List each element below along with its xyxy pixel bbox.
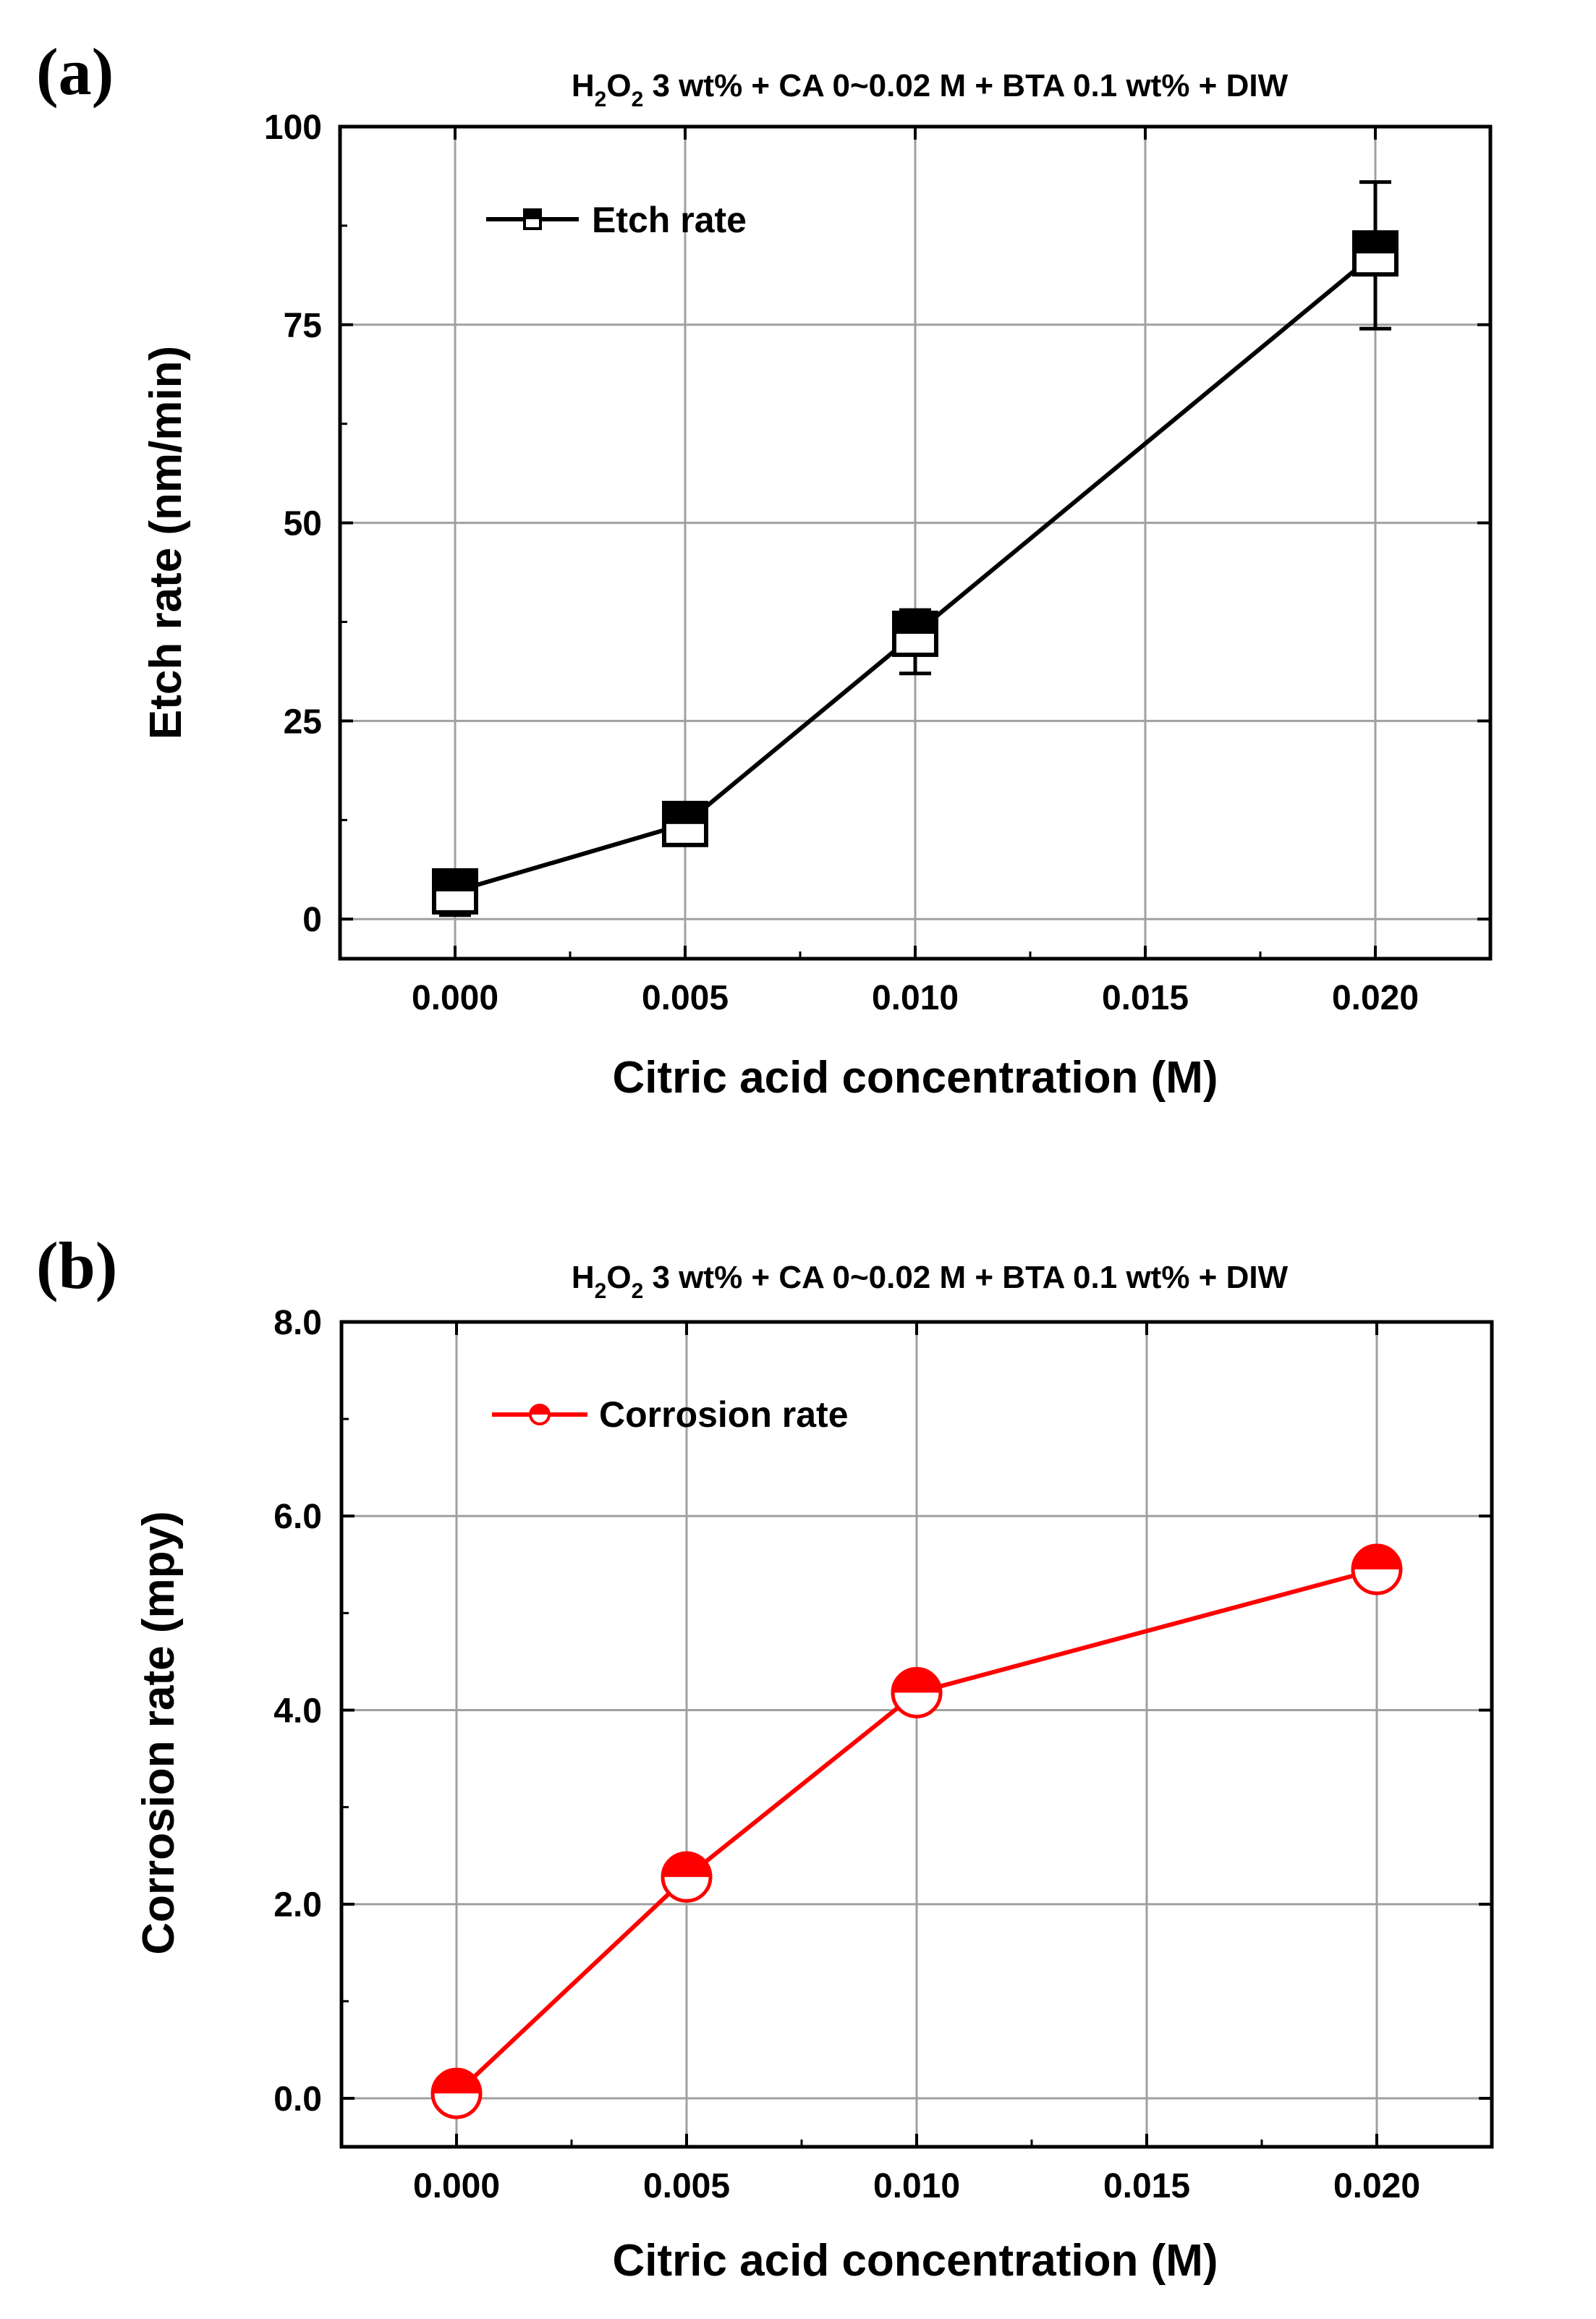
legend-marker-b: [529, 1404, 551, 1425]
panel-b: (b) H2O2 3 wt% + CA 0~0.02 M + BTA 0.1 w…: [36, 1229, 1494, 2286]
data-point-fill: [1354, 232, 1396, 254]
y-tick-label: 0.0: [273, 2080, 322, 2119]
x-tick-label: 0.020: [1333, 2167, 1420, 2205]
y-tick-label: 4.0: [273, 1692, 322, 1730]
y-tick-label: 6.0: [273, 1498, 322, 1536]
series-line: [454, 251, 1377, 894]
panel-a: (a) H2O2 3 wt% + CA 0~0.02 M + BTA 0.1 w…: [36, 35, 1493, 1103]
y-tick-label: 2.0: [273, 1886, 322, 1925]
data-point-fill: [434, 870, 476, 891]
data-point-fill: [893, 1669, 941, 1693]
x-tick-label: 0.005: [642, 979, 729, 1017]
data-point-fill: [433, 2069, 480, 2094]
x-tick-label: 0.015: [1103, 2167, 1190, 2205]
series-corrosion-rate: [430, 1543, 1403, 2119]
axis-ticks-b: 0.000 0.005 0.010 0.015 0.020 0.0 2.0 4.0 6.0 8.0: [273, 1304, 1492, 2205]
series-line: [454, 1567, 1378, 2095]
y-tick-label: 75: [284, 307, 322, 345]
x-tick-label: 0.005: [643, 2167, 730, 2205]
y-tick-label: 8.0: [273, 1304, 322, 1342]
chart-title-a: H2O2 3 wt% + CA 0~0.02 M + BTA 0.1 wt% +…: [572, 68, 1289, 111]
x-tick-label: 0.000: [413, 2167, 500, 2205]
y-tick-label: 50: [284, 505, 322, 543]
legend-label-a: Etch rate: [592, 200, 747, 240]
data-point-fill: [664, 802, 706, 824]
data-point-fill: [1353, 1546, 1401, 1569]
grid-a: [340, 125, 1490, 959]
legend-marker-a: [523, 208, 542, 230]
y-axis-label-b: Corrosion rate (mpy): [134, 1511, 184, 1954]
x-tick-label: 0.000: [412, 979, 498, 1017]
panel-label-b: (b): [36, 1229, 117, 1302]
x-tick-label: 0.010: [872, 979, 959, 1017]
panel-label-a: (a): [36, 35, 114, 109]
x-axis-label-a: Citric acid concentration (M): [612, 1053, 1218, 1103]
x-axis-label-b: Citric acid concentration (M): [612, 2236, 1218, 2286]
chart-title-b: H2O2 3 wt% + CA 0~0.02 M + BTA 0.1 wt% +…: [572, 1260, 1289, 1303]
y-axis-label-a: Etch rate (nm/min): [141, 346, 191, 739]
series-etch-rate: [432, 180, 1398, 917]
x-tick-label: 0.015: [1102, 979, 1189, 1017]
legend-label-b: Corrosion rate: [599, 1394, 849, 1435]
legend-b: Corrosion rate: [492, 1394, 849, 1435]
data-point-fill: [894, 612, 936, 634]
x-tick-label: 0.010: [873, 2167, 960, 2205]
x-tick-label: 0.020: [1332, 979, 1419, 1017]
data-point-fill: [663, 1853, 710, 1878]
axis-ticks-a: 0.000 0.005 0.010 0.015 0.020 0 25 50 75 100: [264, 109, 1490, 1017]
legend-a: Etch rate: [486, 200, 747, 240]
y-tick-label: 25: [284, 703, 322, 741]
y-tick-label: 100: [264, 109, 322, 147]
y-tick-label: 0: [302, 901, 322, 939]
grid-b: [341, 1320, 1492, 2147]
